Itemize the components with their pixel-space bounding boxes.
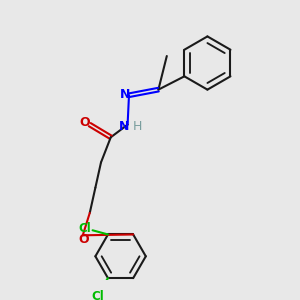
Text: N: N bbox=[120, 88, 130, 101]
Text: Cl: Cl bbox=[78, 222, 91, 236]
Text: O: O bbox=[80, 116, 90, 129]
Text: N: N bbox=[119, 120, 129, 133]
Text: O: O bbox=[79, 233, 89, 246]
Text: Cl: Cl bbox=[92, 290, 105, 300]
Text: H: H bbox=[133, 120, 142, 134]
